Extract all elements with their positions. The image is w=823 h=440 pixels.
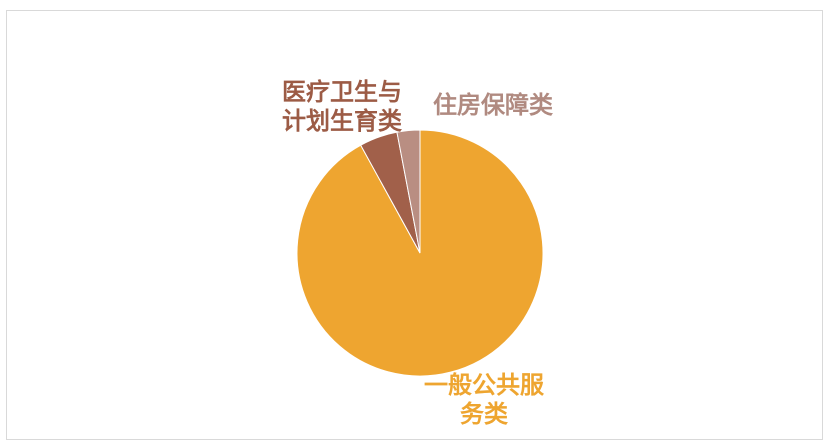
slice-label-1-line-1: 计划生育类 — [282, 107, 403, 135]
slice-label-2-line-0: 住房保障类 — [433, 91, 554, 119]
slice-label-1-line-0: 医疗卫生与 — [282, 78, 402, 106]
slice-label-0-line-0: 一般公共服 — [424, 371, 545, 399]
pie-slice-2 — [396, 129, 421, 254]
slice-label-0-line-1: 务类 — [460, 400, 509, 428]
